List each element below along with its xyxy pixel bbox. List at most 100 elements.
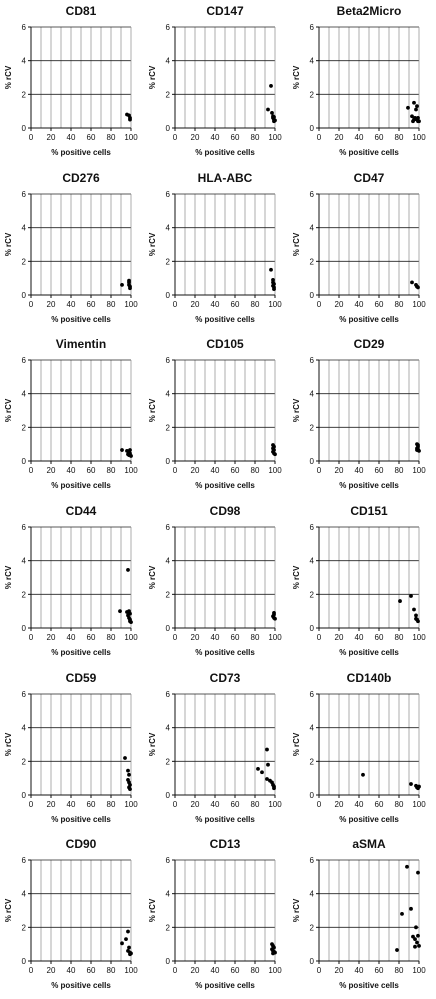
data-point (398, 599, 402, 603)
y-axis-label: % rCV (292, 65, 301, 89)
x-tick-label: 0 (173, 466, 178, 475)
x-tick-label: 40 (355, 133, 364, 142)
x-tick-label: 80 (251, 633, 260, 642)
y-tick-label: 0 (166, 124, 171, 133)
panel-cd73: CD73 0 2 4 6 0 20 40 60 80 100% positive cells% rC… (144, 667, 289, 833)
y-tick-label: 0 (22, 291, 27, 300)
data-point (127, 772, 131, 777)
x-tick-label: 20 (191, 466, 200, 475)
x-tick-label: 100 (268, 466, 282, 475)
y-tick-label: 2 (166, 590, 171, 599)
x-tick-label: 40 (67, 300, 76, 309)
x-tick-label: 60 (231, 633, 240, 642)
x-tick-label: 60 (375, 633, 384, 642)
data-point (270, 110, 274, 115)
data-point (417, 784, 421, 789)
x-axis-label: % positive cells (195, 481, 255, 490)
data-point (120, 283, 124, 287)
x-tick-label: 20 (335, 633, 344, 642)
data-point (410, 114, 414, 119)
y-tick-label: 6 (310, 23, 315, 32)
x-tick-label: 60 (375, 800, 384, 809)
chart-title: CD13 (210, 837, 241, 851)
x-tick-label: 100 (268, 800, 282, 809)
x-axis-label: % positive cells (51, 648, 111, 657)
data-point (126, 929, 130, 934)
data-point (269, 84, 273, 88)
data-point (416, 619, 420, 624)
x-tick-label: 60 (231, 300, 240, 309)
y-tick-label: 4 (310, 890, 315, 899)
x-tick-label: 80 (107, 633, 116, 642)
x-tick-label: 20 (47, 633, 56, 642)
data-point (272, 115, 276, 119)
x-tick-label: 0 (317, 466, 322, 475)
x-tick-label: 80 (395, 800, 404, 809)
chart-title: aSMA (352, 837, 386, 851)
y-tick-label: 4 (22, 890, 27, 899)
x-tick-label: 0 (173, 966, 178, 975)
data-point (128, 448, 132, 452)
x-tick-label: 80 (251, 800, 260, 809)
data-point (414, 107, 418, 112)
y-tick-label: 2 (22, 923, 27, 932)
x-tick-label: 80 (395, 466, 404, 475)
y-tick-label: 0 (22, 624, 27, 633)
y-tick-label: 4 (166, 390, 171, 399)
y-axis-label: % rCV (4, 898, 13, 922)
y-tick-label: 2 (166, 757, 171, 766)
data-point (417, 943, 421, 948)
x-tick-label: 0 (317, 966, 322, 975)
x-tick-label: 40 (211, 800, 220, 809)
y-tick-label: 4 (22, 224, 27, 233)
y-tick-label: 0 (22, 791, 27, 800)
data-point (266, 762, 270, 767)
chart-title: CD73 (210, 671, 241, 685)
y-axis-label: % rCV (148, 732, 157, 756)
panel-cd44: CD44 0 2 4 6 0 20 40 60 80 100% positive cells% rC… (0, 500, 145, 666)
y-tick-label: 2 (310, 257, 315, 266)
y-axis-label: % rCV (292, 565, 301, 589)
data-point (416, 870, 420, 875)
data-point (409, 594, 413, 598)
data-point (411, 119, 415, 124)
data-point (260, 770, 264, 775)
y-tick-label: 4 (166, 557, 171, 566)
x-tick-label: 80 (395, 300, 404, 309)
data-point (128, 117, 132, 122)
x-tick-label: 40 (211, 300, 220, 309)
data-point (416, 285, 420, 290)
x-tick-label: 20 (191, 966, 200, 975)
x-tick-label: 20 (335, 466, 344, 475)
y-tick-label: 4 (166, 890, 171, 899)
data-point (126, 768, 130, 773)
data-point (406, 105, 410, 110)
x-tick-label: 60 (87, 633, 96, 642)
y-tick-label: 6 (166, 856, 171, 865)
y-tick-label: 0 (166, 624, 171, 633)
panel-cd29: CD29 0 2 4 6 0 20 40 60 80 100% positive cells% rC… (288, 333, 433, 499)
x-tick-label: 60 (87, 300, 96, 309)
x-tick-label: 100 (124, 966, 138, 975)
y-tick-label: 4 (22, 557, 27, 566)
data-point (417, 119, 421, 124)
chart-title: CD47 (354, 171, 385, 185)
x-tick-label: 100 (124, 466, 138, 475)
y-tick-label: 4 (310, 390, 315, 399)
data-point (413, 944, 417, 949)
x-tick-label: 100 (124, 800, 138, 809)
x-tick-label: 0 (173, 800, 178, 809)
data-point (413, 937, 417, 942)
x-tick-label: 20 (191, 633, 200, 642)
data-point (415, 448, 419, 452)
y-tick-label: 6 (166, 190, 171, 199)
data-point (400, 911, 404, 916)
y-tick-label: 2 (166, 257, 171, 266)
x-tick-label: 40 (355, 966, 364, 975)
